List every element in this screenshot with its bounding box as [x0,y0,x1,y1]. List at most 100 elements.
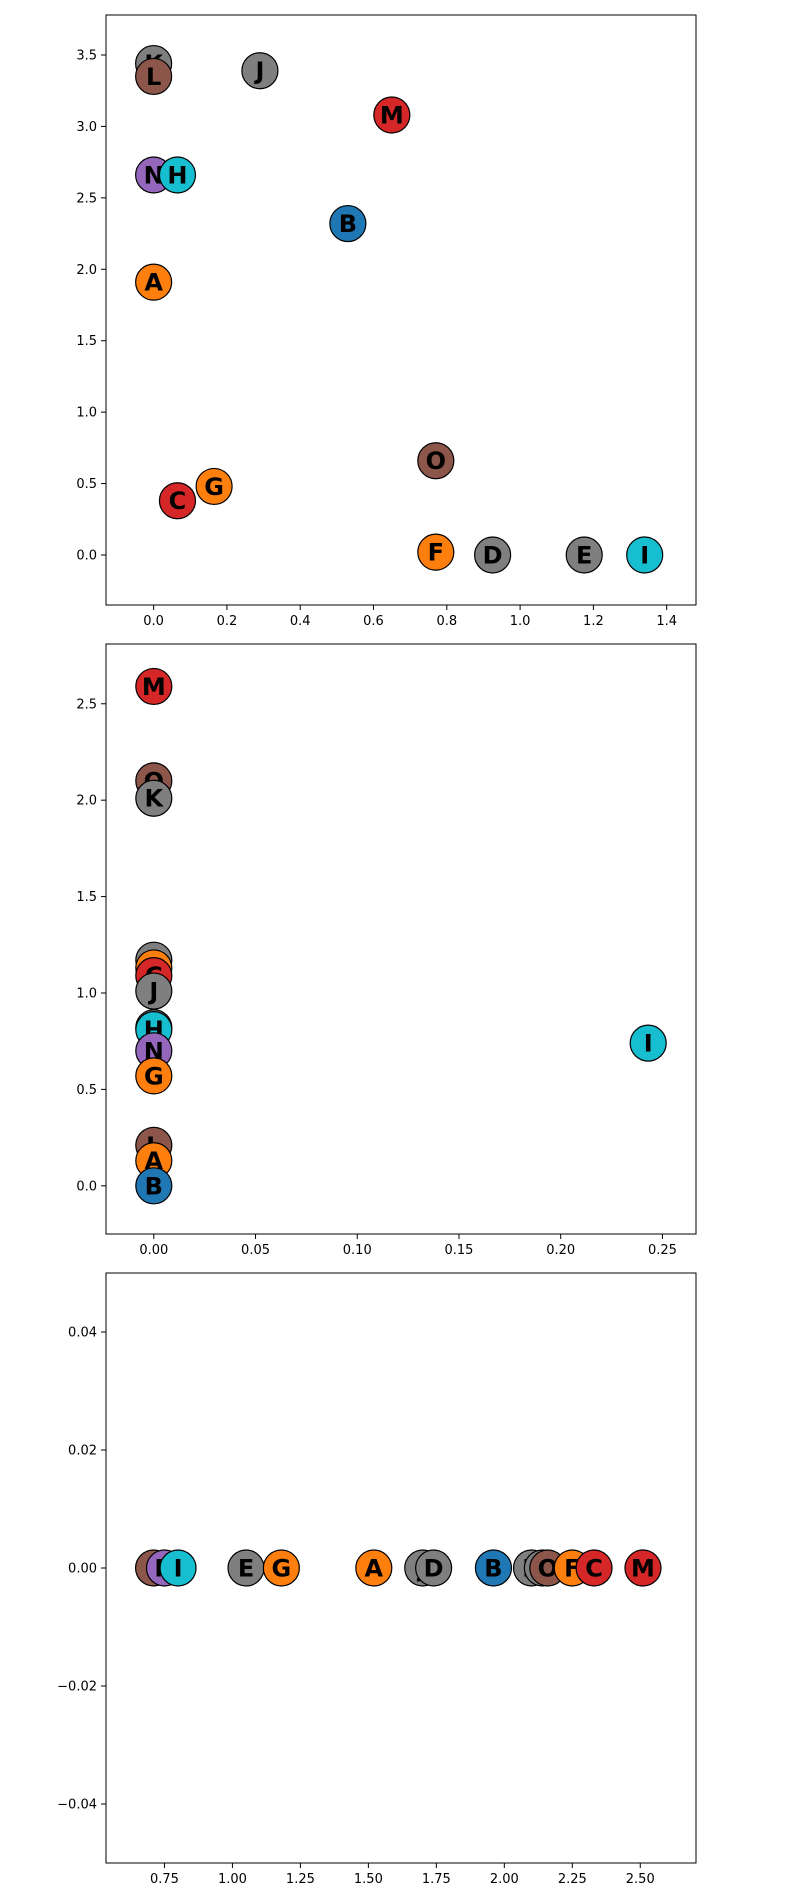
scatter-panel-2: 0.00 0.05 0.10 0.15 0.20 0.25 0.0 0.5 1.0 1.5 2.0 2… [76,643,697,1258]
point-marker [629,1024,667,1062]
point-marker [626,536,664,574]
x-tick-label: 0.25 [648,1243,677,1258]
x-tick-label: 2.50 [626,1872,655,1887]
point-i: I [629,1024,667,1062]
point-m: M [135,667,173,706]
point-e: E [565,536,603,574]
y-tick-label: 3.5 [76,49,97,64]
point-marker [417,533,455,571]
point-m: M [624,1549,662,1587]
plot-frame [105,14,697,606]
x-tick-label: 0.15 [445,1243,474,1258]
point-marker [624,1549,662,1587]
y-tick-label: 0.5 [76,477,97,492]
point-label: O [426,447,446,475]
scatter-panel-1: 0.0 0.2 0.4 0.6 0.8 1.0 1.2 1.4 0.0 0.5 1.0 1.5 2.0 2… [76,14,697,629]
point-marker [135,1167,173,1205]
point-label: M [142,673,166,701]
point-f: F [417,533,455,571]
point-marker [355,1549,393,1587]
y-tick-label: −0.04 [57,1798,97,1813]
x-tick-label: 0.6 [363,614,384,629]
point-c: C [575,1549,613,1587]
point-label: A [144,269,163,297]
point-g: G [195,467,233,506]
point-marker [195,467,233,506]
x-tick-label: 0.75 [150,1872,179,1887]
x-tick-label: 0.2 [217,614,238,629]
point-marker [417,442,455,480]
y-tick-label: 2.0 [76,794,97,809]
point-label: F [564,1555,580,1583]
point-label: J [253,57,264,85]
x-tick-label: 1.75 [422,1872,451,1887]
y-tick-label: 2.5 [76,697,97,712]
point-label: B [339,210,357,238]
x-tick-label: 0.10 [343,1243,372,1258]
plot-frame [105,643,697,1235]
point-l: L [135,57,173,96]
x-tick-label: 0.0 [143,614,164,629]
y-tick-label: 0.04 [68,1326,97,1341]
point-marker [135,667,173,706]
point-marker [373,96,411,134]
x-tick-label: 1.50 [354,1872,383,1887]
point-label: B [484,1555,502,1583]
point-label: D [424,1555,444,1583]
point-b: B [135,1167,173,1205]
y-tick-label: 1.0 [76,406,97,421]
y-tick-label: 0.00 [68,1562,97,1577]
point-label: I [644,1030,653,1058]
point-label: C [585,1555,603,1583]
point-marker [329,204,367,243]
point-label: A [365,1555,384,1583]
x-tick-label: 0.4 [290,614,311,629]
point-label: I [640,542,649,570]
point-label: N [144,162,164,190]
y-tick-label: 0.02 [68,1444,97,1459]
point-label: I [174,1555,183,1583]
point-marker [158,482,197,520]
y-tick-label: 0.0 [76,1179,97,1194]
x-tick-label: 2.00 [490,1872,519,1887]
y-tick-label: 1.0 [76,986,97,1001]
point-marker [415,1549,453,1587]
point-label: H [167,162,187,190]
point-label: B [145,1172,163,1200]
point-a: A [355,1549,393,1587]
point-marker [158,156,197,194]
point-label: F [428,539,444,567]
point-marker [135,263,173,301]
point-j: J [135,972,173,1010]
point-label: G [272,1555,292,1583]
point-i: I [626,536,664,574]
scatter-panel-3: 0.75 1.00 1.25 1.50 1.75 2.00 2.25 2.50 −0.04 −0.… [57,1272,697,1887]
x-tick-label: 1.00 [218,1872,247,1887]
point-marker [135,779,173,817]
y-tick-label: 2.5 [76,191,97,206]
point-label: G [204,473,224,501]
y-tick-label: 0.0 [76,549,97,564]
point-label: M [380,102,404,130]
x-tick-label: 0.8 [436,614,457,629]
y-tick-label: 1.5 [76,890,97,905]
point-label: M [631,1555,655,1583]
point-marker [474,1549,513,1587]
point-label: E [238,1555,254,1583]
point-g: G [135,1057,173,1095]
point-label: J [147,978,158,1006]
point-d: D [415,1549,453,1587]
x-tick-label: 1.0 [510,614,531,629]
point-marker [159,1549,197,1587]
point-label: G [144,1062,164,1090]
x-tick-label: 0.05 [241,1243,270,1258]
plot-frame [105,1272,697,1864]
point-label: E [576,542,592,570]
point-o: O [417,442,455,480]
point-label: C [169,487,187,515]
point-marker [575,1549,613,1587]
point-marker [135,57,173,96]
point-c: C [158,482,197,520]
point-marker [565,536,603,574]
